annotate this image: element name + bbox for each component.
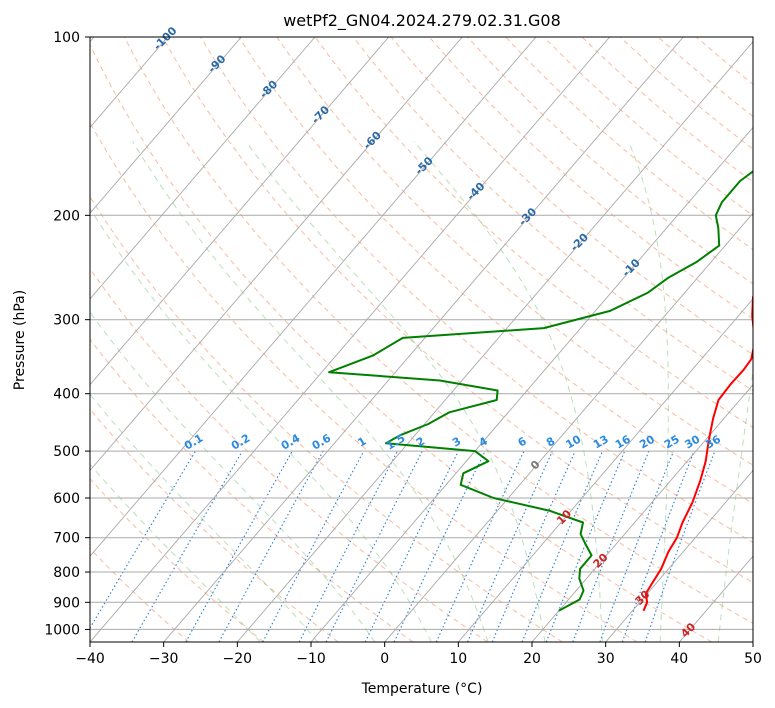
dry-adiabat xyxy=(200,37,753,544)
x-tick-label: −20 xyxy=(223,651,253,667)
mixing-ratio-line xyxy=(599,450,675,642)
x-tick-label: −30 xyxy=(149,651,179,667)
temperature-profile xyxy=(642,294,753,612)
isotherm-line xyxy=(90,37,242,214)
x-axis-title: Temperature (°C) xyxy=(361,681,483,697)
y-tick-label: 600 xyxy=(53,491,80,507)
mixing-ratio-line xyxy=(644,450,716,642)
y-tick-label: 400 xyxy=(53,387,80,403)
y-tick-label: 700 xyxy=(53,531,80,547)
skewed-isotherm-grid xyxy=(90,37,753,642)
isotherm-line xyxy=(90,37,390,386)
isobar-grid xyxy=(90,37,753,630)
isotherm-line xyxy=(236,40,753,642)
y-axis-title: Pressure (hPa) xyxy=(12,290,28,390)
x-tick-label: 50 xyxy=(744,651,762,667)
dry-adiabat xyxy=(90,267,488,642)
x-tick-label: 10 xyxy=(449,651,467,667)
isotherm-line xyxy=(384,212,753,642)
mixing-ratio-line xyxy=(521,450,604,642)
dry-adiabat xyxy=(123,37,753,624)
mixing-ratio-line xyxy=(572,450,650,642)
isotherm-line xyxy=(605,469,753,642)
dry-adiabat xyxy=(238,37,753,505)
dry-adiabat xyxy=(90,195,563,642)
y-tick-label: 300 xyxy=(53,313,80,329)
isotherm-line xyxy=(90,37,316,300)
dry-adiabat xyxy=(428,37,753,320)
profile-lines xyxy=(328,170,753,612)
mixing-ratio-line xyxy=(325,450,423,642)
plot-frame xyxy=(89,36,754,643)
chart-title: wetPf2_GN04.2024.279.02.31.G08 xyxy=(283,11,561,31)
dry-adiabat xyxy=(90,43,712,642)
dry-adiabat xyxy=(90,478,264,642)
x-tick-label: 20 xyxy=(523,651,541,667)
x-tick-label: 0 xyxy=(380,651,389,667)
mixing-ratio-line xyxy=(185,450,293,642)
mixing-ratio-line xyxy=(621,450,695,642)
y-axis: 100 200 300 400 500 600 700 800 900 1000 xyxy=(44,30,90,638)
isotherm-line xyxy=(310,126,753,642)
y-tick-label: 900 xyxy=(53,595,80,611)
y-tick-label: 100 xyxy=(53,30,80,46)
x-tick-label: −10 xyxy=(296,651,326,667)
dry-adiabat xyxy=(90,121,638,642)
mixing-ratio-line xyxy=(364,450,459,642)
isotherm-line xyxy=(90,37,537,557)
isotherm-line xyxy=(90,37,463,472)
isotherm-line xyxy=(457,298,753,642)
isotherm-line xyxy=(90,37,611,642)
dry-adiabat xyxy=(314,37,753,429)
mixing-ratio-line xyxy=(466,450,554,642)
isotherm-line xyxy=(531,384,753,642)
x-tick-label: −40 xyxy=(75,651,105,667)
x-axis: −40 −30 −20 −10 0 10 20 30 40 50 xyxy=(75,642,762,667)
mixing-ratio-line xyxy=(545,450,626,642)
dry-adiabat xyxy=(90,408,339,642)
dry-adiabat xyxy=(352,37,753,392)
y-tick-label: 800 xyxy=(53,565,80,581)
x-tick-label: 40 xyxy=(670,651,688,667)
y-tick-label: 500 xyxy=(53,444,80,460)
dewpoint-profile xyxy=(328,170,753,612)
y-tick-label: 1000 xyxy=(44,622,80,638)
x-tick-label: 30 xyxy=(597,651,615,667)
mixing-ratio-line xyxy=(218,450,324,642)
isotherm-line xyxy=(163,37,684,642)
y-tick-label: 200 xyxy=(53,208,80,224)
mixing-ratio-line xyxy=(262,450,365,642)
